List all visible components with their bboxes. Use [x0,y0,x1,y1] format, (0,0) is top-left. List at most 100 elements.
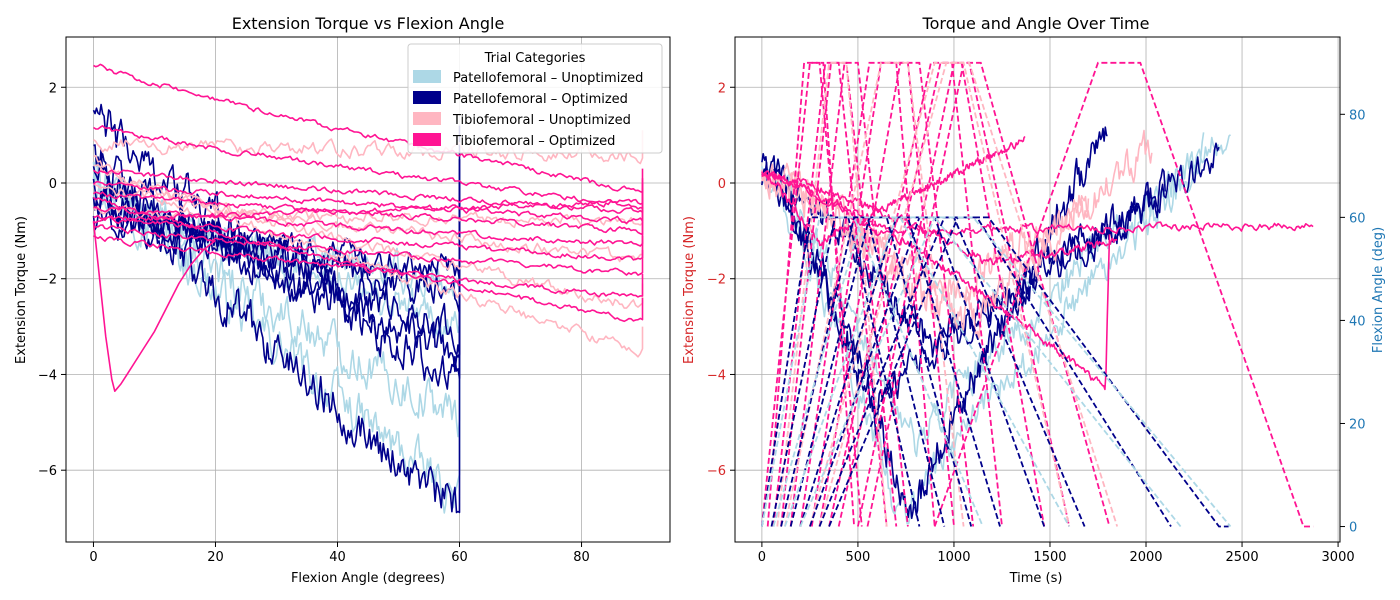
right-x-tick-label: 3000 [1322,550,1355,565]
right-y2-tick-label: 20 [1349,417,1366,432]
right-x-tick-label: 1500 [1033,550,1066,565]
left-series-line [93,63,644,194]
legend-label-tf-unopt: Tibiofemoral – Unoptimized [452,113,631,128]
left-y-tick-label: −6 [38,464,57,479]
left-x-tick-label: 80 [573,550,590,565]
legend-label-pf-opt: Patellofemoral – Optimized [453,92,628,107]
left-series-line [93,224,644,276]
right-plot-frame [734,36,1341,543]
right-angle-line [789,216,1001,527]
right-angle-line [828,61,1003,527]
right-torque-line [761,170,1111,391]
left-series-line [93,178,644,224]
right-angle-line [784,61,965,527]
left-series-line [92,196,644,323]
left-x-axis-label: Flexion Angle (degrees) [291,571,445,586]
right-angle-line [770,216,946,527]
left-series-line [92,180,644,225]
right-angle-line [799,216,1232,528]
legend-label-pf-unopt: Patellofemoral – Unoptimized [453,71,643,86]
right-angle-line [780,61,898,527]
right-y2-axis-label: Flexion Angle (deg) [1371,227,1386,353]
left-y-tick-label: −4 [38,368,57,383]
left-y-tick-label: 0 [49,177,57,192]
left-x-tick-label: 0 [89,550,97,565]
right-angle-line [933,61,1314,528]
left-series-line [93,130,644,165]
left-x-ticks: 0 20 40 60 80 [89,542,590,565]
left-series-line [93,206,644,247]
legend-box [407,43,663,154]
right-y-axis-label: Extension Torque (Nm) [682,216,697,364]
right-y-tick-label: −6 [707,464,726,479]
right-angle-line [784,216,1182,528]
right-chart-title: Torque and Angle Over Time [922,14,1150,33]
right-y2-tick-label: 60 [1349,211,1366,226]
right-grid [735,37,1340,542]
right-angle-line [818,61,975,527]
right-y-ticks-right: 0 20 40 60 80 [1340,108,1366,536]
left-series-line [93,125,644,210]
right-angle-line [837,61,1046,527]
right-angle-line [766,61,863,527]
right-angle-line [761,216,921,527]
right-angle-line [818,61,1071,527]
left-y-tick-label: −2 [38,273,57,288]
left-subplot: 0 20 40 60 80 −6 −4 −2 0 2 Extension Torque vs F… [14,14,671,586]
legend-swatch-pf-opt [413,91,441,104]
right-torque-line [761,135,1026,247]
legend: Trial Categories Patellofemoral – Unopti… [407,43,663,154]
right-angle-line [776,61,888,527]
right-y2-tick-label: 0 [1349,521,1357,536]
right-angle-line [772,216,1070,527]
left-series-line [92,197,644,229]
legend-label-tf-opt: Tibiofemoral – Optimized [452,134,615,149]
left-series-line [92,210,461,282]
left-series-line [93,154,644,358]
right-subplot: 0 500 1000 1500 2000 2500 3000 −6 −4 −2 0 2 0 20 40 6… [682,14,1386,586]
right-x-ticks: 0 500 1000 1500 2000 2500 3000 [758,542,1355,565]
left-y-axis-label: Extension Torque (Nm) [14,216,29,364]
legend-swatch-tf-opt [413,133,441,146]
right-torque-line [761,129,1153,339]
right-torque-line [761,153,1166,358]
left-x-tick-label: 20 [207,550,224,565]
right-y-tick-label: 0 [718,177,726,192]
legend-swatch-pf-unopt [413,70,441,83]
left-plot-frame [65,36,671,543]
right-x-axis-label: Time (s) [1009,571,1063,586]
left-series-line [93,235,644,298]
right-angle-line [761,216,984,527]
right-x-tick-label: 2000 [1129,550,1162,565]
left-y-tick-label: 2 [49,81,57,96]
right-angle-line [789,61,909,527]
right-angle-series-group [761,61,1314,528]
right-angle-line [818,216,1172,527]
left-series-line [92,221,216,392]
right-x-tick-label: 0 [758,550,766,565]
right-x-tick-label: 500 [846,550,871,565]
left-x-tick-label: 40 [329,550,346,565]
right-y2-tick-label: 80 [1349,108,1366,123]
left-series-line [93,183,644,263]
right-angle-line [828,216,1229,528]
left-series-line [93,163,644,309]
left-y-ticks: −6 −4 −2 0 2 [38,81,66,479]
right-y-tick-label: −2 [707,273,726,288]
left-series-line [93,169,644,214]
right-angle-line [809,216,1086,527]
left-chart-title: Extension Torque vs Flexion Angle [232,14,505,33]
left-series-group [92,63,644,514]
right-torque-line [761,171,1118,266]
right-x-tick-label: 1000 [937,550,970,565]
right-y-tick-label: −4 [707,368,726,383]
right-y2-tick-label: 40 [1349,314,1366,329]
right-y-ticks-left: −6 −4 −2 0 2 [707,81,735,479]
right-x-tick-label: 2500 [1226,550,1259,565]
right-y-tick-label: 2 [718,81,726,96]
legend-swatch-tf-unopt [413,112,441,125]
left-x-tick-label: 60 [451,550,468,565]
legend-title: Trial Categories [484,51,586,66]
